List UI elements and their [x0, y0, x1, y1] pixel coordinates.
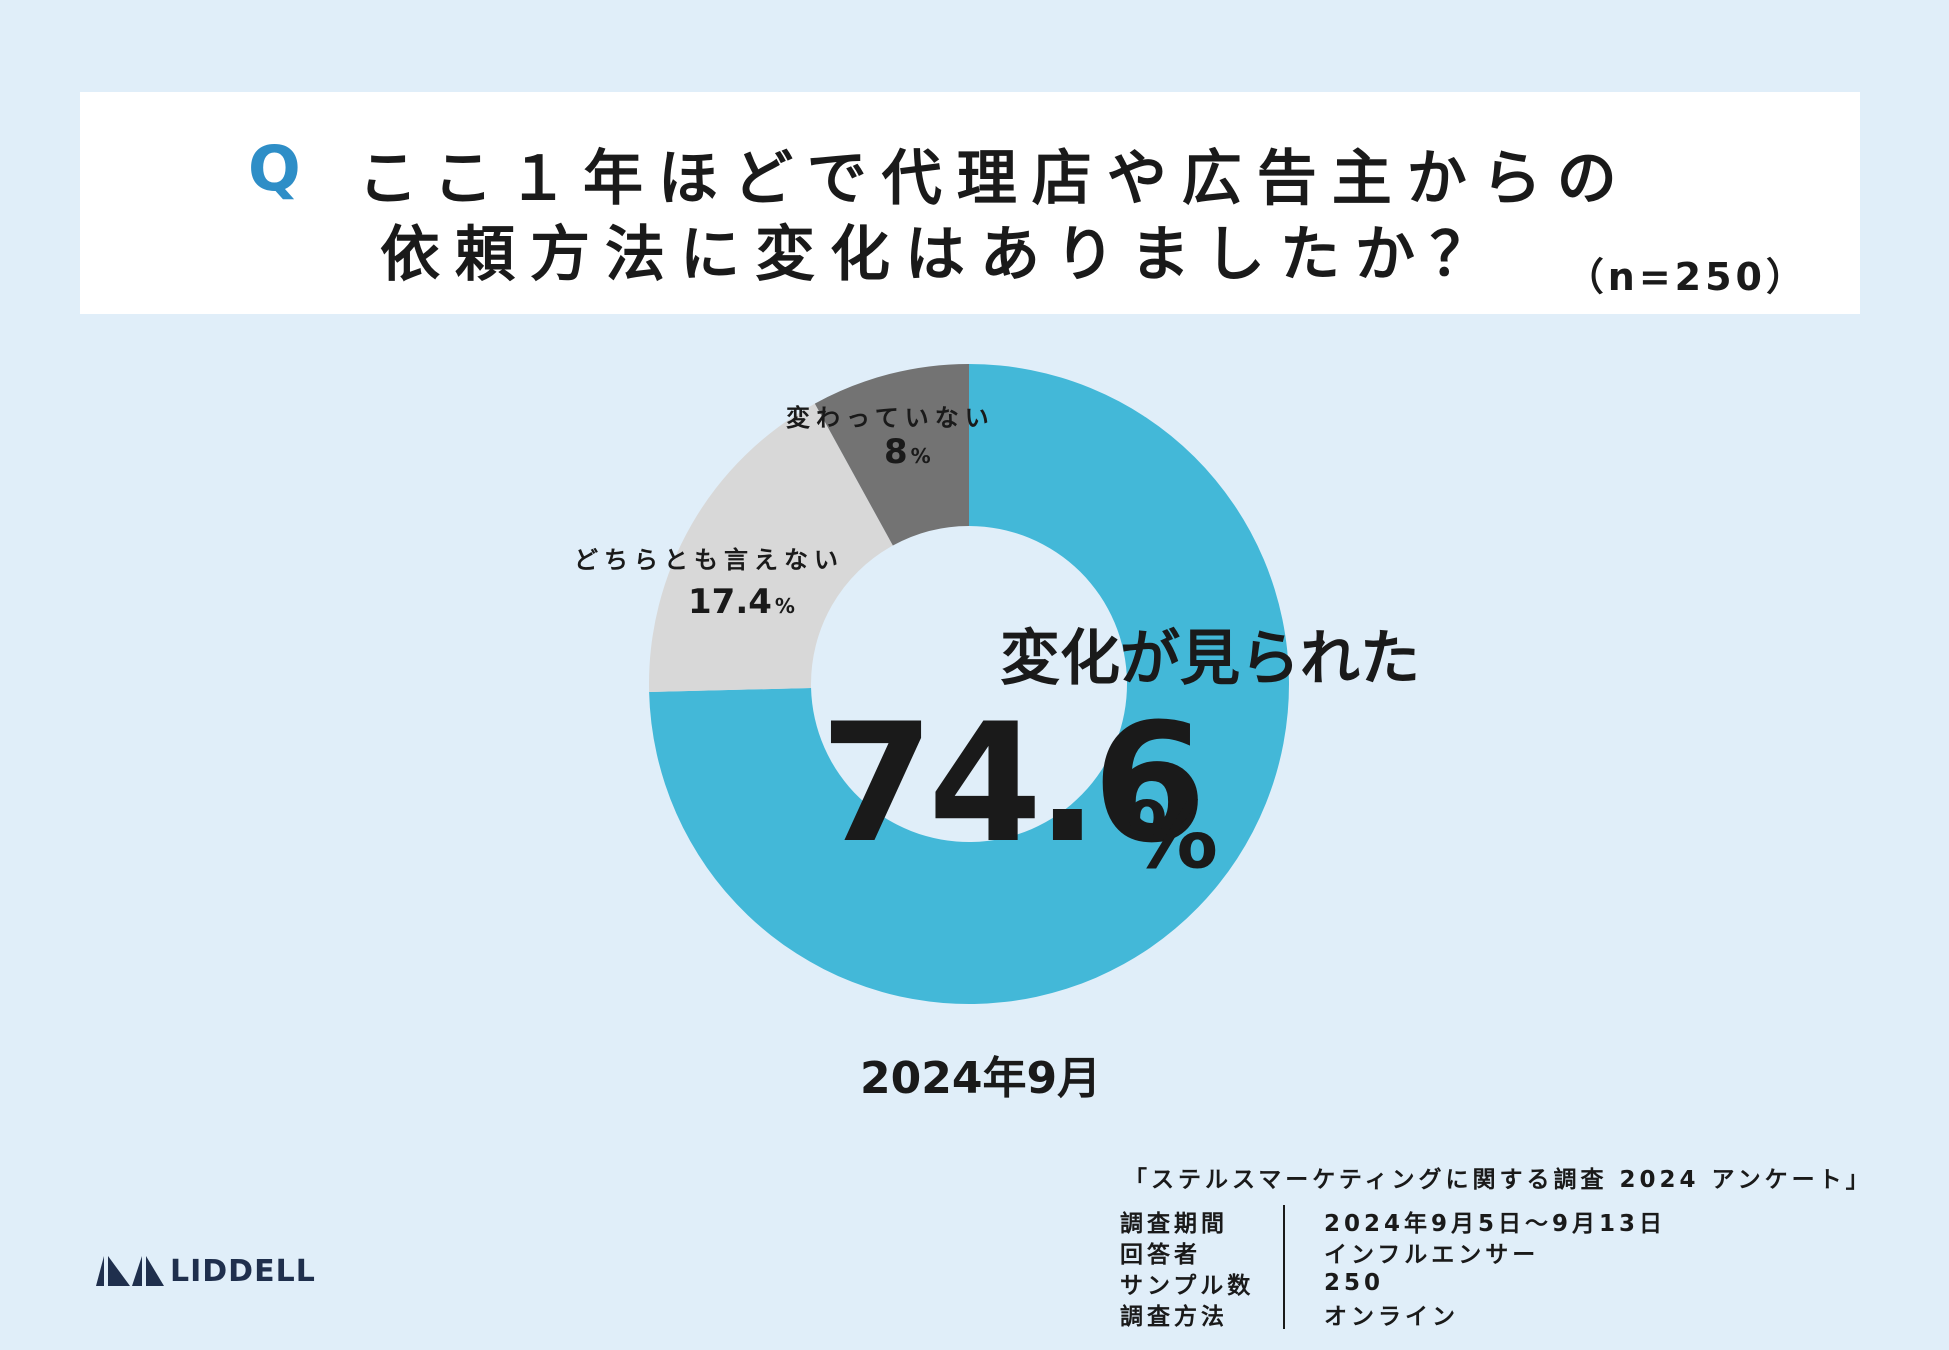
- survey-key: 調査期間: [1120, 1210, 1228, 1237]
- logo-text: LIDDELL: [170, 1253, 316, 1289]
- slice-value-unchanged-number: 8: [884, 432, 908, 472]
- sample-size: （n=250）: [1565, 255, 1808, 299]
- slice-changed: [649, 364, 1289, 1004]
- slice-value-neither-number: 17.4: [688, 582, 772, 622]
- question-line-2: 依頼方法に変化はありましたか？: [380, 220, 1505, 290]
- liddell-logo: LIDDELL: [96, 1253, 316, 1289]
- survey-value: オンライン: [1324, 1303, 1459, 1330]
- survey-value: 2024年9月5日〜9月13日: [1324, 1210, 1667, 1237]
- slice-label-neither: どちらとも言えない: [574, 546, 844, 574]
- survey-divider: [1283, 1205, 1285, 1329]
- survey-value: 250: [1324, 1269, 1385, 1296]
- slice-value-unchanged-unit: %: [910, 444, 931, 468]
- question-mark: Q: [248, 132, 301, 205]
- slice-neither: [649, 403, 893, 693]
- survey-value: インフルエンサー: [1324, 1241, 1540, 1268]
- center-label-changed: 変化が見られた: [1000, 624, 1420, 694]
- center-value-unit: %: [1126, 782, 1219, 889]
- slice-value-neither: 17.4%: [688, 582, 795, 622]
- slice-value-neither-unit: %: [774, 594, 795, 618]
- survey-key: 回答者: [1120, 1241, 1201, 1268]
- survey-keys: 調査期間 回答者 サンプル数 調査方法: [1120, 1205, 1255, 1330]
- question-line-1: ここ１年ほどで代理店や広告主からの: [358, 144, 1632, 214]
- slice-unchanged: [814, 364, 969, 546]
- survey-key: 調査方法: [1120, 1303, 1228, 1330]
- slice-label-unchanged: 変わっていない: [786, 404, 995, 432]
- center-value-changed: 74.6: [820, 688, 1207, 879]
- survey-key: サンプル数: [1120, 1272, 1255, 1299]
- survey-title: 「ステルスマーケティングに関する調査 2024 アンケート」: [1124, 1167, 1873, 1193]
- survey-values: 2024年9月5日〜9月13日 インフルエンサー 250 オンライン: [1324, 1205, 1667, 1330]
- survey-date: 2024年9月: [860, 1053, 1102, 1104]
- question-box: Q ここ１年ほどで代理店や広告主からの 依頼方法に変化はありましたか？ （n=2…: [80, 92, 1860, 314]
- liddell-logo-icon: [96, 1256, 164, 1286]
- slice-value-unchanged: 8%: [884, 432, 931, 472]
